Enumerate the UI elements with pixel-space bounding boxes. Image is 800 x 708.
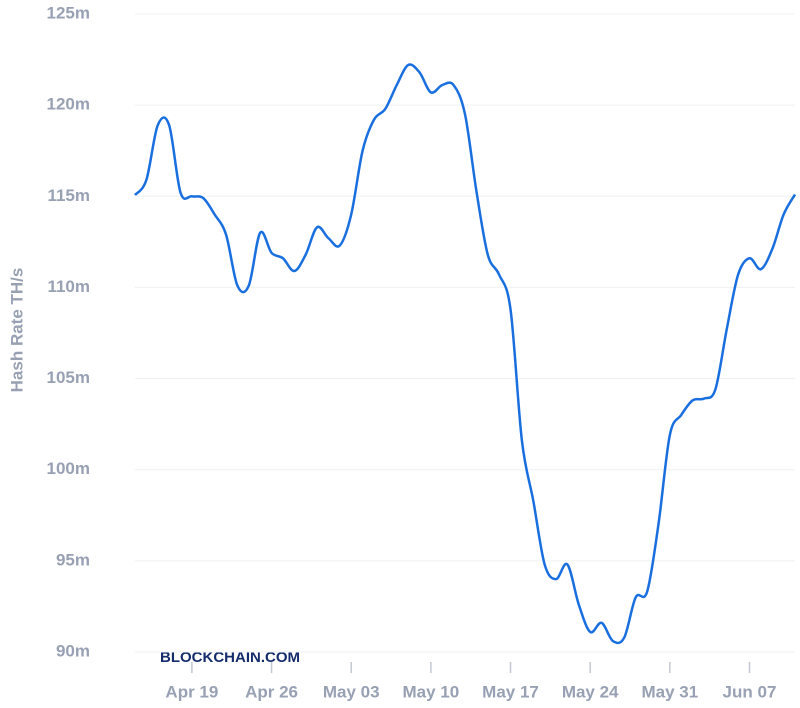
y-tick-label: 95m <box>56 550 90 569</box>
y-tick-label: 100m <box>47 459 90 478</box>
y-tick-label: 120m <box>47 95 90 114</box>
x-tick-label: May 03 <box>323 682 380 701</box>
x-tick-label: Jun 07 <box>723 682 777 701</box>
x-tick-label: Apr 19 <box>165 682 218 701</box>
y-tick-label: 105m <box>47 368 90 387</box>
line-series <box>134 63 797 645</box>
x-tick-label: May 10 <box>403 682 460 701</box>
y-tick-label: 90m <box>56 641 90 660</box>
x-tick-label: May 24 <box>562 682 619 701</box>
watermark: BLOCKCHAIN.COM <box>160 649 300 666</box>
x-tick-label: May 17 <box>482 682 539 701</box>
y-tick-label: 125m <box>47 3 90 22</box>
x-tick-label: May 31 <box>641 682 698 701</box>
x-tick-label: Apr 26 <box>245 682 298 701</box>
y-axis-label: Hash Rate TH/s <box>7 268 26 393</box>
y-tick-label: 115m <box>47 186 90 205</box>
y-tick-label: 110m <box>47 277 90 296</box>
